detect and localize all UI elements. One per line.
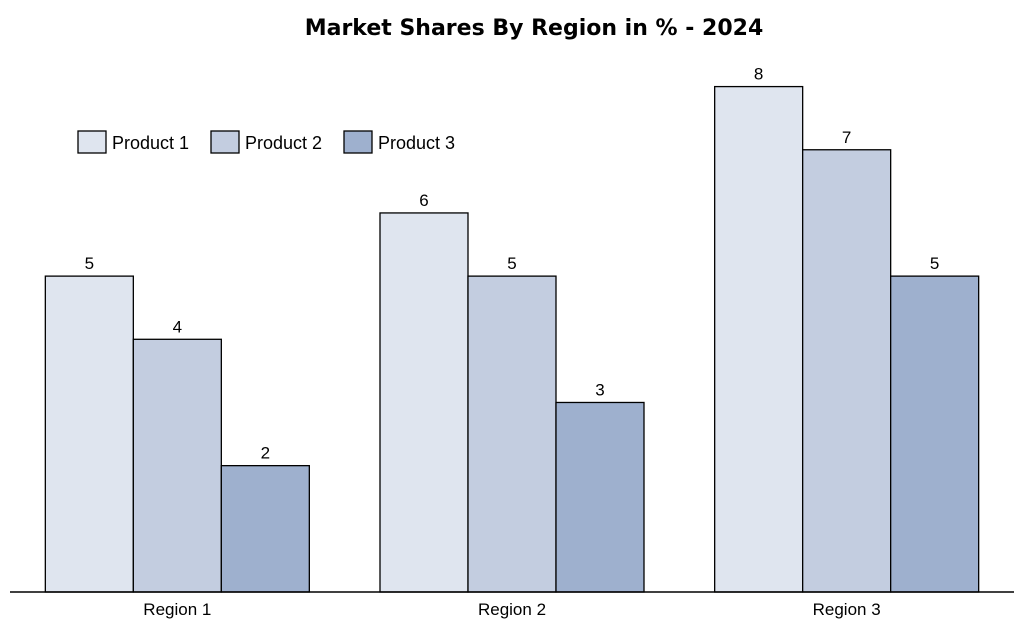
- data-label: 3: [595, 380, 604, 399]
- data-label: 2: [261, 444, 270, 463]
- chart-title: Market Shares By Region in % - 2024: [305, 16, 764, 41]
- legend-swatch: [77, 130, 107, 154]
- data-label: 5: [930, 254, 939, 273]
- bar-2-1: [379, 212, 469, 593]
- data-label: 4: [173, 317, 182, 336]
- bar-3-2: [802, 149, 892, 593]
- data-label: 5: [85, 254, 94, 273]
- legend-swatch: [210, 130, 240, 154]
- bar-group: [44, 85, 980, 593]
- data-label: 5: [507, 254, 516, 273]
- bar-2-3: [555, 401, 645, 593]
- x-tick-label: Region 2: [478, 600, 546, 619]
- legend: Product 1 Product 2 Product 3: [77, 130, 455, 154]
- x-tick-label: Region 1: [143, 600, 211, 619]
- legend-label: Product 3: [378, 133, 455, 153]
- data-label: 6: [419, 191, 428, 210]
- legend-swatch: [343, 130, 373, 154]
- data-label: 7: [842, 128, 851, 147]
- bar-3-1: [714, 85, 804, 593]
- bar-1-3: [220, 464, 310, 593]
- x-tick-label: Region 3: [813, 600, 881, 619]
- data-label-group: 5 4 2 6 5 3 8 7 5: [85, 65, 940, 463]
- bar-3-3: [890, 275, 980, 593]
- x-tick-label-group: Region 1 Region 2 Region 3: [143, 600, 880, 619]
- legend-label: Product 2: [245, 133, 322, 153]
- bar-1-2: [132, 338, 222, 593]
- data-label: 8: [754, 65, 763, 84]
- bar-2-2: [467, 275, 557, 593]
- bar-1-1: [44, 275, 134, 593]
- legend-label: Product 1: [112, 133, 189, 153]
